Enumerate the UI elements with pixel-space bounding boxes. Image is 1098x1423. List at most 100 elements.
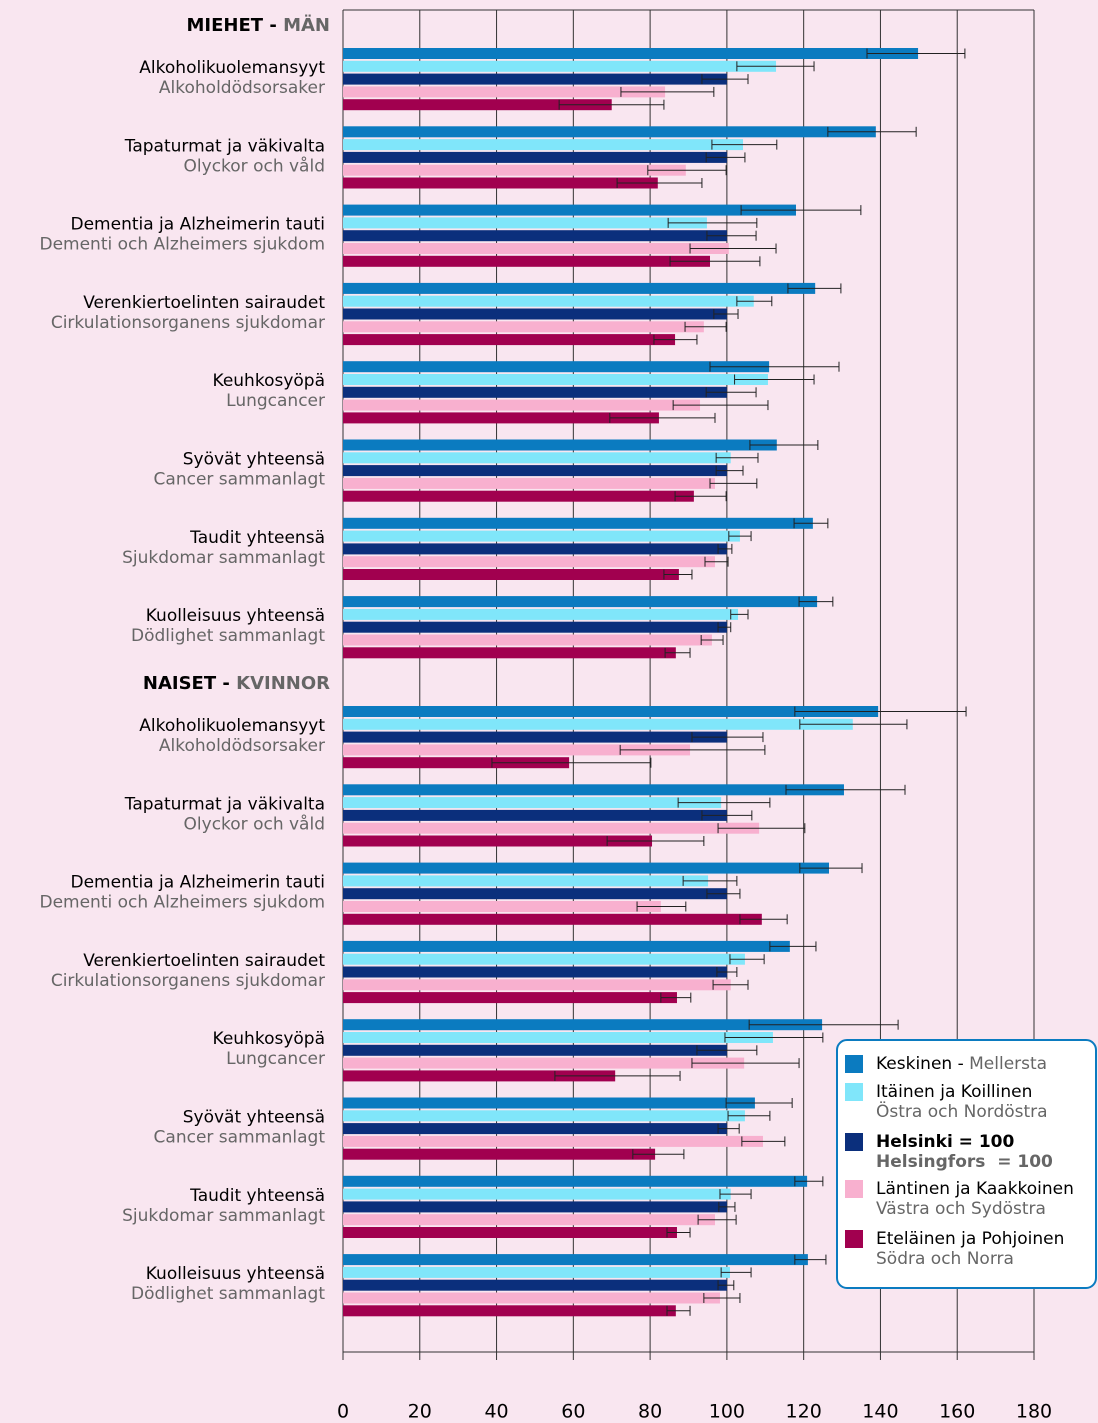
error-bar	[741, 1136, 786, 1147]
bar	[343, 556, 715, 568]
error-bar	[794, 706, 967, 717]
bar	[343, 164, 686, 176]
x-tick-label: 0	[337, 1401, 349, 1423]
bar	[343, 126, 876, 138]
error-bar	[717, 823, 806, 834]
error-bar	[717, 1123, 740, 1134]
bar	[343, 1110, 745, 1122]
error-bar	[701, 74, 749, 85]
bar	[343, 99, 612, 111]
error-bar	[734, 374, 815, 385]
legend-label: Helsinki = 100	[876, 1132, 1015, 1152]
error-bar	[700, 635, 724, 645]
error-bar	[682, 875, 738, 886]
x-tick-label: 160	[939, 1401, 975, 1423]
bar	[343, 888, 727, 900]
bar	[343, 399, 701, 411]
error-bar	[558, 99, 665, 110]
error-bar	[554, 1070, 681, 1081]
category-label: Kuolleisuus yhteensä	[146, 1264, 325, 1284]
category-label-sv: Dödlighet sammanlagt	[131, 1284, 325, 1304]
category-label-sv: Cancer sammanlagt	[154, 470, 326, 490]
error-bar	[636, 901, 687, 912]
category-label-sv: Sjukdomar sammanlagt	[122, 548, 325, 568]
x-tick-label: 20	[408, 1401, 432, 1423]
x-tick-label: 140	[862, 1401, 898, 1423]
bar	[343, 1019, 823, 1031]
error-bar	[799, 719, 908, 730]
error-bar	[706, 230, 757, 241]
category-label-sv: Dödlighet sammanlagt	[131, 626, 325, 646]
bar	[343, 1123, 727, 1135]
category-label-sv: Lungcancer	[226, 1049, 325, 1069]
category-label: Alkoholikuolemansyyt	[139, 58, 325, 78]
error-bar	[798, 596, 834, 607]
bar	[343, 412, 659, 424]
error-bar	[674, 491, 727, 502]
category-label: Keuhkosyöpä	[213, 371, 325, 391]
error-bar	[725, 1098, 793, 1108]
legend-label: Eteläinen ja Pohjoinen	[876, 1229, 1064, 1249]
category-label: Dementia ja Alzheimerin tauti	[71, 215, 326, 235]
bar	[343, 1057, 745, 1069]
x-tick-label: 120	[786, 1401, 822, 1423]
bar	[343, 1188, 731, 1200]
legend-swatch	[845, 1230, 863, 1248]
error-bar	[716, 967, 738, 977]
category-label: Tapaturmat ja väkivalta	[124, 794, 325, 814]
x-tick-label: 100	[709, 1401, 745, 1423]
error-bar	[666, 1227, 691, 1238]
bar	[343, 517, 813, 529]
bar	[343, 255, 710, 267]
error-bar	[709, 361, 840, 372]
bar	[343, 1254, 808, 1266]
error-bar	[666, 1305, 691, 1316]
category-label: Taudit yhteensä	[189, 528, 325, 548]
bar	[343, 73, 727, 85]
category-label-sv: Sjukdomar sammanlagt	[122, 1206, 325, 1226]
legend-label-sv: Helsingfors = 100	[876, 1152, 1053, 1172]
bar	[343, 757, 570, 769]
error-bar	[715, 465, 744, 476]
bar	[343, 1097, 755, 1109]
error-bar	[697, 1214, 737, 1225]
legend-swatch	[845, 1133, 863, 1151]
category-label: Keuhkosyöpä	[213, 1029, 325, 1049]
error-bar	[794, 1254, 827, 1265]
error-bar	[647, 165, 727, 176]
category-label: Verenkiertoelinten sairaudet	[83, 951, 325, 971]
error-bar	[730, 609, 749, 620]
section-title: NAISET - KVINNOR	[143, 673, 330, 694]
bar	[343, 966, 727, 978]
error-bar	[619, 744, 766, 755]
error-bar	[827, 126, 917, 137]
bar	[343, 230, 727, 242]
error-bar	[705, 152, 746, 163]
legend-name-sv: Mellersta	[969, 1054, 1047, 1074]
category-label-sv: Alkoholdödsorsaker	[159, 78, 325, 98]
category-label-sv: Cancer sammanlagt	[154, 1128, 326, 1148]
bar	[343, 490, 694, 502]
error-bar	[740, 205, 862, 216]
legend-label-sv: Södra och Norra	[876, 1249, 1014, 1269]
bar	[343, 1279, 727, 1291]
error-bar	[720, 1267, 752, 1278]
error-bar	[799, 863, 863, 874]
error-bar	[739, 914, 788, 925]
error-bar	[672, 400, 769, 411]
bar	[343, 465, 727, 477]
category-label-sv: Alkoholdödsorsaker	[159, 736, 325, 756]
error-bar	[712, 979, 749, 990]
error-bar	[691, 1058, 800, 1069]
error-bar	[709, 478, 758, 489]
error-bar	[632, 1149, 685, 1160]
category-label-sv: Cirkulationsorganens sjukdomar	[51, 313, 325, 333]
bar	[343, 177, 658, 189]
bar	[343, 797, 722, 809]
error-bar	[606, 836, 705, 846]
category-label-sv: Cirkulationsorganens sjukdomar	[51, 971, 325, 991]
bar	[343, 647, 676, 659]
error-bar	[717, 543, 733, 554]
category-label: Alkoholikuolemansyyt	[139, 716, 325, 736]
